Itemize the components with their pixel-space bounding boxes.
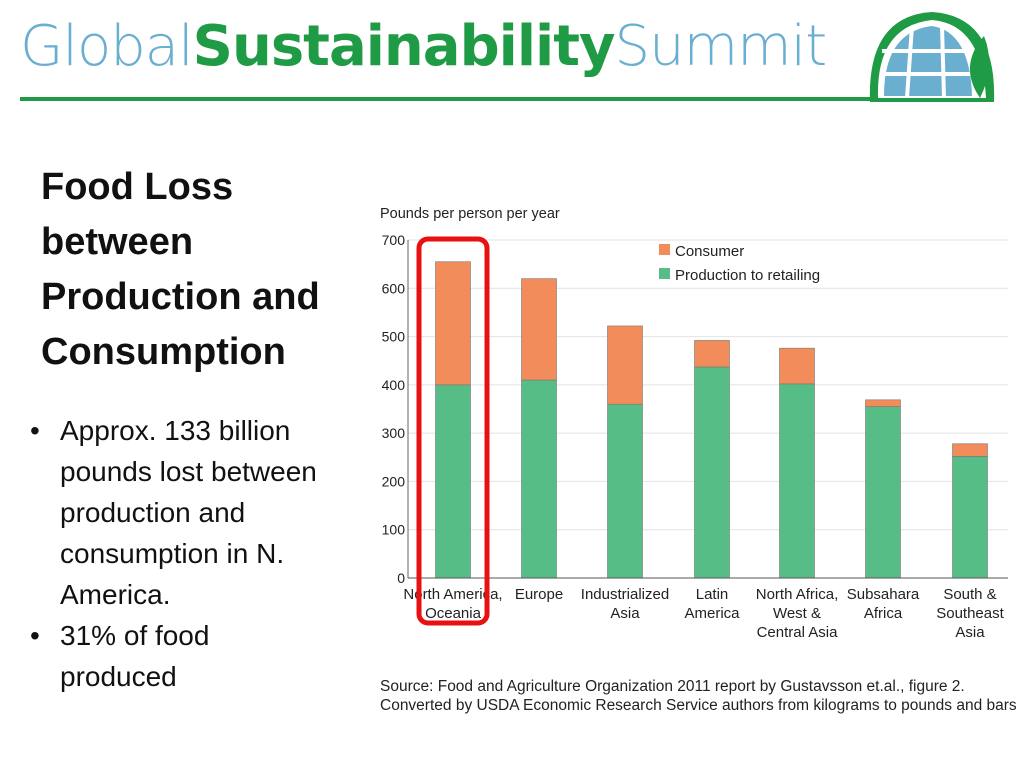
bar-production — [607, 403, 643, 579]
x-tick-label: Africa — [864, 605, 903, 622]
brand-logo-text: GlobalSustainabilitySummit — [20, 14, 828, 79]
legend-label-production: Production to retailing — [675, 267, 820, 284]
y-axis-label: Pounds per person per year — [380, 206, 560, 222]
bar-consumer — [865, 399, 901, 407]
legend-swatch-consumer — [659, 244, 670, 255]
bar-consumer — [521, 278, 557, 381]
bar-consumer — [694, 340, 730, 368]
y-tick-label: 200 — [382, 473, 406, 489]
x-tick-label: North America, — [403, 586, 502, 603]
globe-leaf-logo-icon — [869, 12, 995, 102]
bar-production — [952, 456, 988, 579]
brand-global: Global — [20, 14, 194, 79]
bar-consumer — [779, 347, 815, 385]
y-tick-label: 600 — [382, 280, 406, 296]
x-tick-label: North Africa, — [756, 586, 839, 603]
header-rule — [20, 97, 990, 101]
x-tick-label: Asia — [955, 624, 985, 641]
y-tick-label: 100 — [382, 522, 406, 538]
bar-production — [521, 379, 557, 579]
bullet-list: Approx. 133 billion pounds lost between … — [30, 410, 330, 697]
y-tick-label: 400 — [382, 377, 406, 393]
x-tick-label: Southeast — [936, 605, 1004, 622]
x-tick-label: Latin — [696, 586, 729, 603]
legend-label-consumer: Consumer — [675, 243, 744, 260]
slide-title: Food Loss between Production and Consump… — [41, 166, 320, 373]
y-tick-label: 0 — [397, 570, 405, 586]
bullet-item: 31% of food produced — [30, 615, 330, 697]
y-tick-label: 700 — [382, 232, 406, 248]
source-line: Converted by USDA Economic Research Serv… — [380, 697, 1017, 714]
bar-production — [694, 366, 730, 579]
x-tick-label: Asia — [610, 605, 640, 622]
x-tick-label: Subsahara — [847, 586, 920, 603]
y-tick-label: 500 — [382, 329, 406, 345]
bar-consumer — [952, 443, 988, 457]
bar-consumer — [607, 325, 643, 405]
brand-sustainability: Sustainability — [192, 14, 616, 79]
bar-consumer — [435, 261, 471, 386]
bar-production — [779, 383, 815, 579]
source-line: Source: Food and Agriculture Organizatio… — [380, 678, 965, 695]
x-tick-label: Industrialized — [581, 586, 669, 603]
x-tick-label: West & — [773, 605, 821, 622]
x-tick-label: South & — [943, 586, 996, 603]
y-tick-label: 300 — [382, 425, 406, 441]
x-tick-label: America — [684, 605, 740, 622]
bar-production — [865, 406, 901, 579]
bullet-item: Approx. 133 billion pounds lost between … — [30, 410, 330, 615]
source-note: Source: Food and Agriculture Organizatio… — [380, 677, 1017, 715]
brand-summit: Summit — [614, 14, 828, 79]
x-tick-label: Central Asia — [757, 624, 839, 641]
highlight-box — [416, 236, 490, 626]
legend-swatch-production — [659, 268, 670, 279]
x-tick-label: Oceania — [425, 605, 482, 622]
x-tick-label: Europe — [515, 586, 563, 603]
bar-production — [435, 384, 471, 579]
